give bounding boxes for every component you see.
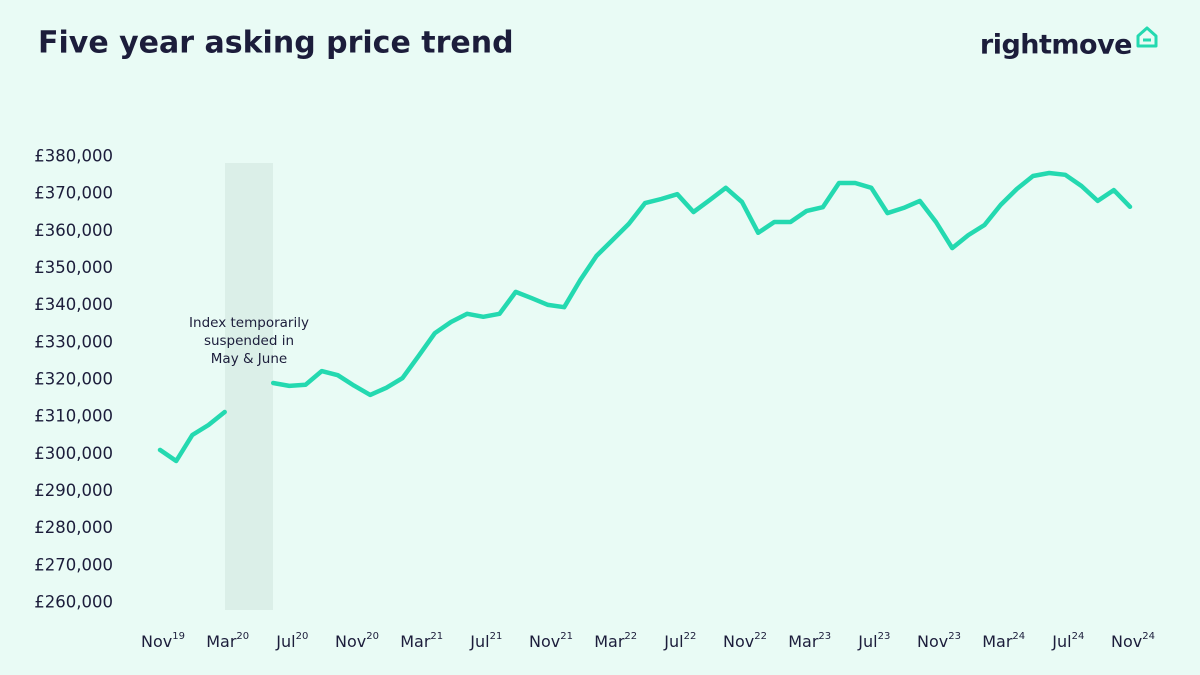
x-tick-label: Nov19 — [141, 631, 185, 651]
x-tick-label: Mar23 — [788, 631, 831, 651]
y-tick-label: £330,000 — [34, 332, 113, 351]
logo-icon — [1136, 26, 1158, 48]
y-tick-label: £380,000 — [34, 147, 113, 166]
annotation: Index temporarily — [189, 315, 309, 331]
y-tick-label: £360,000 — [34, 221, 113, 240]
chart-title: Five year asking price trend — [38, 26, 514, 61]
x-tick-label: Jul21 — [469, 631, 502, 651]
annotation: May & June — [211, 351, 287, 367]
x-tick-label: Nov21 — [529, 631, 573, 651]
x-tick-label: Jul20 — [275, 631, 308, 651]
y-tick-label: £290,000 — [34, 481, 113, 500]
x-tick-label: Jul24 — [1051, 631, 1084, 651]
x-tick-label: Nov20 — [335, 631, 379, 651]
annotation: suspended in — [204, 333, 294, 349]
y-tick-label: £260,000 — [34, 593, 113, 612]
suspension-band — [225, 163, 273, 610]
x-tick-label: Nov23 — [917, 631, 961, 651]
y-tick-label: £370,000 — [34, 184, 113, 203]
price-line — [157, 170, 1133, 464]
y-tick-label: £320,000 — [34, 370, 113, 389]
x-tick-label: Mar20 — [206, 631, 249, 651]
x-tick-label: Jul23 — [857, 631, 890, 651]
y-tick-label: £340,000 — [34, 295, 113, 314]
x-tick-label: Nov24 — [1111, 631, 1155, 651]
y-tick-label: £350,000 — [34, 258, 113, 277]
x-tick-label: Nov22 — [723, 631, 767, 651]
logo: rightmove — [980, 30, 1132, 61]
x-tick-label: Mar24 — [982, 631, 1025, 651]
y-tick-label: £310,000 — [34, 407, 113, 426]
y-tick-label: £280,000 — [34, 518, 113, 537]
x-tick-label: Mar22 — [594, 631, 637, 651]
x-tick-label: Jul22 — [663, 631, 696, 651]
y-tick-label: £300,000 — [34, 444, 113, 463]
y-tick-label: £270,000 — [34, 555, 113, 574]
x-tick-label: Mar21 — [400, 631, 443, 651]
